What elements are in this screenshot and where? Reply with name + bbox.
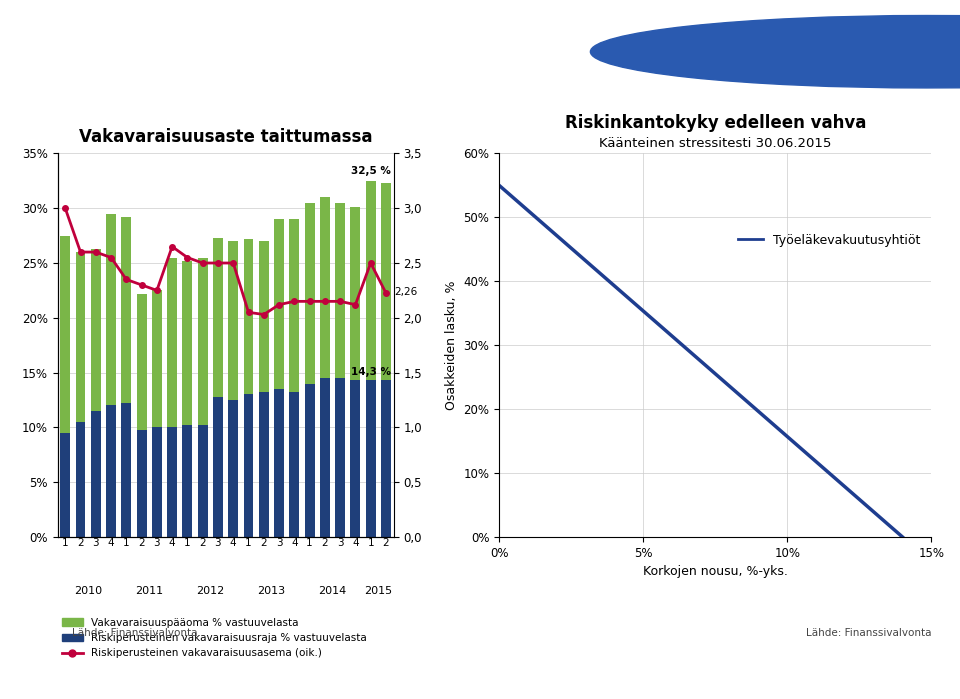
Text: 2011: 2011 xyxy=(135,586,163,596)
Text: Riskinkantokyky edelleen vahva: Riskinkantokyky edelleen vahva xyxy=(564,115,866,133)
Bar xyxy=(107,405,116,537)
Bar xyxy=(335,203,345,378)
Bar xyxy=(121,217,132,403)
Text: Käänteinen stressitesti 30.06.2015: Käänteinen stressitesti 30.06.2015 xyxy=(599,137,831,150)
Bar xyxy=(121,403,132,537)
Bar xyxy=(91,249,101,411)
Bar xyxy=(350,380,360,537)
Text: 14,3 %: 14,3 % xyxy=(350,367,391,377)
Bar xyxy=(335,378,345,537)
Text: Lähde: Finanssivalvonta: Lähde: Finanssivalvonta xyxy=(72,628,197,638)
Bar xyxy=(350,207,360,380)
Bar xyxy=(320,378,330,537)
Bar xyxy=(198,425,207,537)
Bar xyxy=(60,433,70,537)
Text: 2014: 2014 xyxy=(319,586,347,596)
Bar xyxy=(91,411,101,537)
Bar xyxy=(320,197,330,378)
Circle shape xyxy=(590,15,960,88)
Bar xyxy=(60,236,70,433)
Bar xyxy=(136,430,147,537)
Bar xyxy=(167,257,177,427)
Bar xyxy=(304,384,315,537)
Text: 2,26: 2,26 xyxy=(395,287,418,297)
Bar xyxy=(76,252,85,422)
Text: 32,5 %: 32,5 % xyxy=(350,166,391,176)
Bar xyxy=(107,214,116,405)
Text: 2012: 2012 xyxy=(196,586,225,596)
Text: Vakavaraisuusaste taittumassa: Vakavaraisuusaste taittumassa xyxy=(79,129,372,147)
Text: Lähde: Finanssivalvonta: Lähde: Finanssivalvonta xyxy=(805,628,931,638)
Text: Finanssivalvonta | Finansinspektionen | Financial Supervisory Authority     28.9: Finanssivalvonta | Finansinspektionen | … xyxy=(24,674,936,684)
Bar xyxy=(182,425,192,537)
Bar xyxy=(182,261,192,425)
Bar xyxy=(275,219,284,389)
Y-axis label: Osakkeiden lasku, %: Osakkeiden lasku, % xyxy=(444,280,458,410)
Bar xyxy=(304,203,315,384)
Bar xyxy=(289,392,300,537)
Bar xyxy=(152,427,162,537)
Bar xyxy=(366,181,375,380)
Text: 2010: 2010 xyxy=(74,586,102,596)
Bar xyxy=(152,290,162,427)
Bar xyxy=(259,241,269,392)
Bar xyxy=(366,380,375,537)
Bar xyxy=(136,294,147,430)
Legend: Vakavaraisuuspääoma % vastuuvelasta, Riskiperusteinen vakavaraisuusraja % vastuu: Vakavaraisuuspääoma % vastuuvelasta, Ris… xyxy=(58,614,371,663)
Bar xyxy=(76,422,85,537)
Bar xyxy=(289,219,300,392)
Bar xyxy=(244,394,253,537)
Text: 2015: 2015 xyxy=(364,586,393,596)
Bar xyxy=(381,380,391,537)
Legend: Työeläkevakuutusyhtiöt: Työeläkevakuutusyhtiöt xyxy=(732,229,924,252)
Bar xyxy=(213,238,223,396)
Bar xyxy=(228,400,238,537)
Bar xyxy=(228,241,238,400)
Text: 2013: 2013 xyxy=(257,586,285,596)
Bar xyxy=(244,239,253,394)
Text: Työeläkesektorin vahva vakavaraisuus toimii
puskurina epävarmoilla sijoitusmarkk: Työeläkesektorin vahva vakavaraisuus toi… xyxy=(24,22,553,69)
Bar xyxy=(198,257,207,425)
Bar xyxy=(275,389,284,537)
X-axis label: Korkojen nousu, %-yks.: Korkojen nousu, %-yks. xyxy=(643,565,787,578)
Bar xyxy=(381,183,391,380)
Bar xyxy=(259,392,269,537)
Bar xyxy=(167,427,177,537)
Bar xyxy=(213,396,223,537)
